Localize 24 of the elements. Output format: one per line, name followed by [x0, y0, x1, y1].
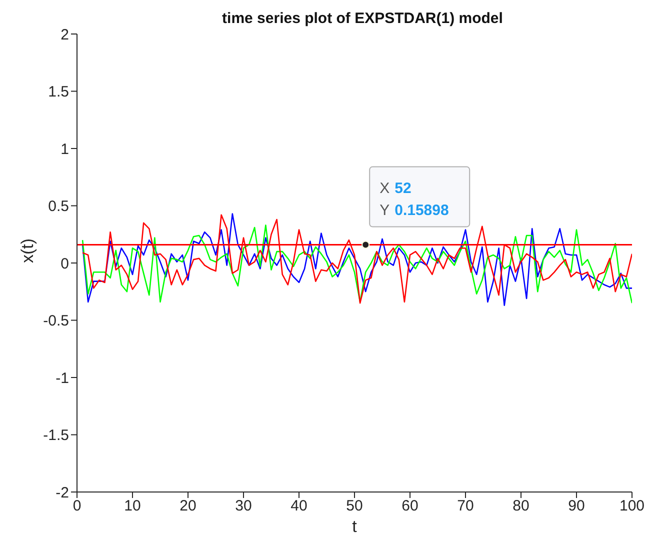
y-axis-title: x(t) [18, 238, 38, 263]
x-tick-label: 60 [402, 498, 418, 515]
x-tick-label: 20 [180, 498, 196, 515]
x-tick-label: 10 [124, 498, 141, 515]
x-tick-label: 30 [235, 498, 252, 515]
y-tick-label: -1 [56, 370, 69, 387]
x-tick-label: 80 [512, 498, 530, 515]
x-tick-label: 0 [72, 498, 82, 515]
y-tick-label: 0.5 [48, 198, 69, 216]
x-tick-label: 90 [568, 498, 585, 515]
x-axis-title: t [352, 517, 358, 536]
y-tick-label: -1.5 [43, 427, 69, 444]
x-tick-label: 40 [290, 498, 308, 515]
y-tick-label: 1 [60, 140, 69, 158]
x-tick-label: 50 [346, 498, 363, 515]
y-tick-label: -0.5 [43, 312, 69, 330]
y-tick-label: 0 [60, 255, 69, 272]
y-tick-label: 1.5 [48, 84, 69, 101]
y-tick-label: 2 [60, 26, 69, 44]
chart-title: time series plot of EXPSTDAR(1) model [221, 10, 504, 27]
y-tick-label: -2 [56, 484, 69, 502]
x-tick-label: 100 [619, 498, 645, 515]
annotation: X 52 Y 0.15898 [380, 180, 449, 219]
x-tick-label: 70 [457, 498, 474, 515]
